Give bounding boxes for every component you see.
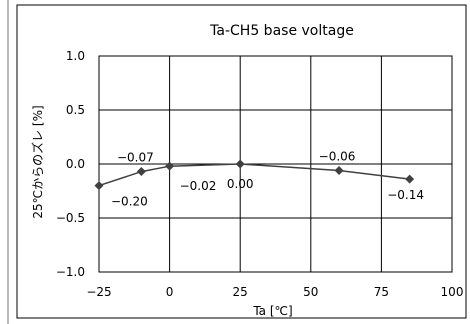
data-label: 0.00 <box>227 177 254 191</box>
data-label: −0.07 <box>117 151 154 165</box>
series-layer <box>94 159 415 191</box>
chart-title: Ta-CH5 base voltage <box>209 23 354 39</box>
y-tick-label: −0.5 <box>56 211 85 225</box>
data-labels: −0.20 −0.07 −0.02 0.00 −0.06 −0.14 <box>111 149 424 208</box>
x-tick-label: 50 <box>303 285 318 299</box>
x-axis-label: Ta [℃] <box>252 304 292 318</box>
y-tick-label: −1.0 <box>56 265 85 279</box>
data-point-marker <box>165 161 175 171</box>
x-tick-label: 100 <box>441 285 464 299</box>
data-point-marker <box>94 181 104 191</box>
y-tick-label: 0.5 <box>66 103 85 117</box>
x-tick-label: 0 <box>166 285 174 299</box>
series-line <box>98 163 410 187</box>
y-tick-label: 0.0 <box>66 157 85 171</box>
y-axis-label: 25℃からのズレ [%] <box>30 105 45 218</box>
grid-lines <box>98 55 453 273</box>
data-point-marker <box>334 165 344 175</box>
data-label: −0.20 <box>111 195 148 209</box>
tick-labels: 1.0 0.5 0.0 −0.5 −1.0−25 0 25 50 75 100 <box>56 49 464 299</box>
data-label: −0.06 <box>319 149 356 163</box>
x-tick-label: 25 <box>233 285 248 299</box>
data-point-marker <box>235 159 245 169</box>
data-label: −0.14 <box>387 188 424 202</box>
x-tick-label: 75 <box>374 285 389 299</box>
x-tick-label: −25 <box>86 285 111 299</box>
data-label: −0.02 <box>180 179 217 193</box>
data-point-marker <box>136 167 146 177</box>
data-point-marker <box>405 174 415 184</box>
y-tick-label: 1.0 <box>66 49 85 63</box>
